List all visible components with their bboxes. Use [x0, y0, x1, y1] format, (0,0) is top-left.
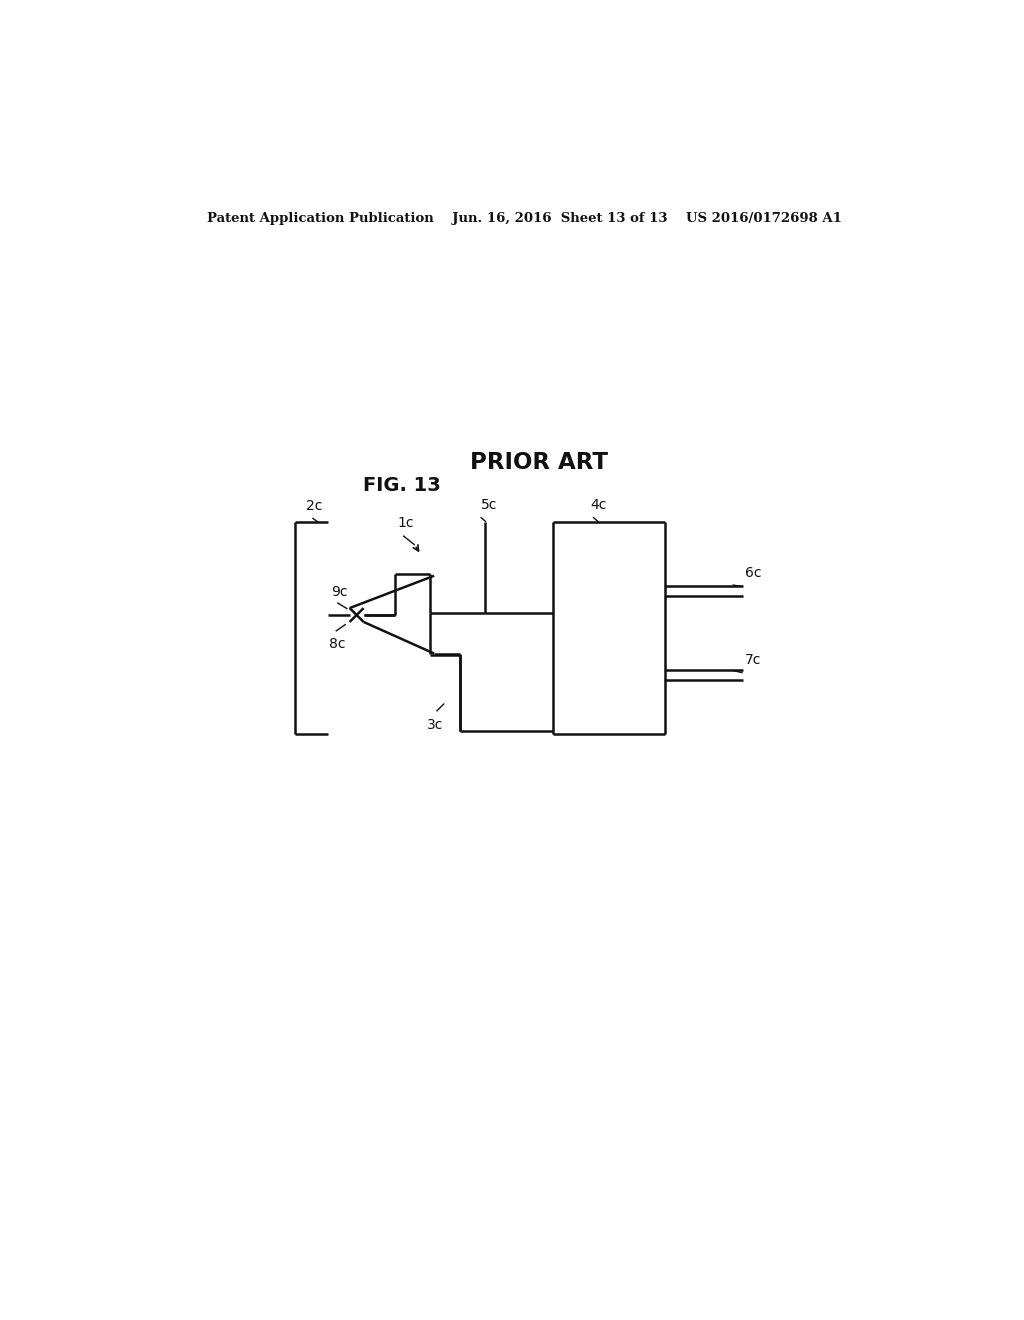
Text: 6c: 6c	[744, 565, 762, 579]
Text: 4c: 4c	[590, 498, 606, 512]
Text: PRIOR ART: PRIOR ART	[470, 451, 608, 474]
Text: 1c: 1c	[397, 516, 414, 531]
Text: Patent Application Publication    Jun. 16, 2016  Sheet 13 of 13    US 2016/01726: Patent Application Publication Jun. 16, …	[208, 213, 842, 224]
Text: FIG. 13: FIG. 13	[362, 477, 440, 495]
Text: 8c: 8c	[330, 638, 346, 651]
Text: 7c: 7c	[744, 652, 761, 667]
Text: 3c: 3c	[427, 718, 443, 733]
Text: 5c: 5c	[480, 498, 497, 512]
Text: 2c: 2c	[306, 499, 323, 512]
Text: 9c: 9c	[331, 585, 347, 599]
